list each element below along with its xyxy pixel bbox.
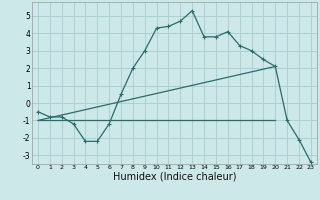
X-axis label: Humidex (Indice chaleur): Humidex (Indice chaleur) [113,172,236,182]
